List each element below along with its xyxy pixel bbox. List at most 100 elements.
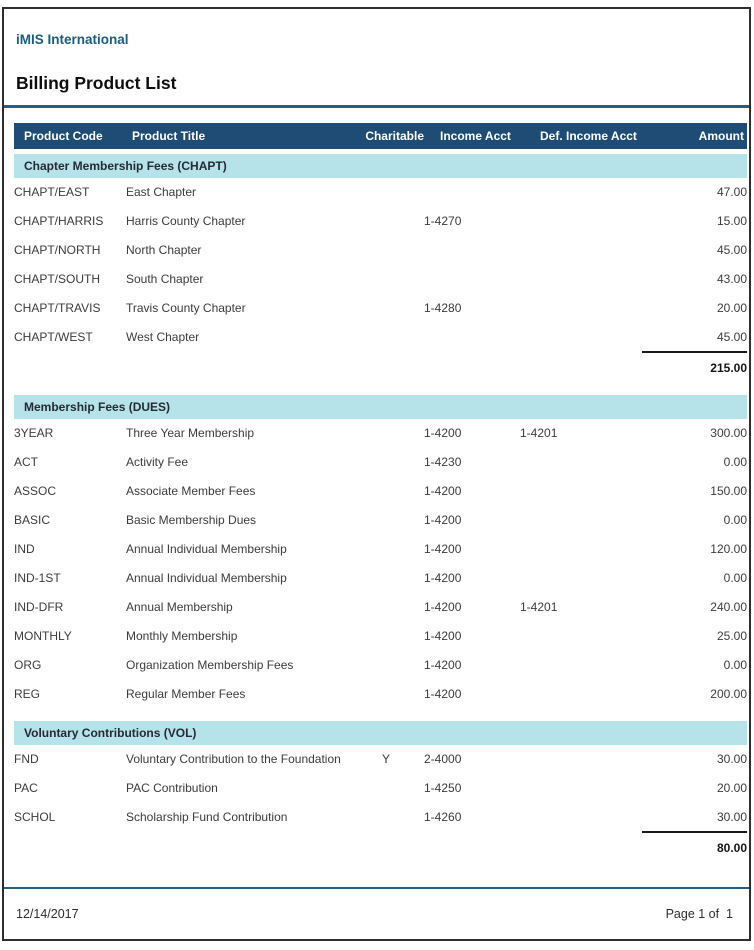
table-header-row: Product Code Product Title Charitable In… bbox=[14, 123, 747, 149]
table-row: 3YEAR Three Year Membership 1-4200 1-4201 30… bbox=[14, 419, 747, 448]
cell-def-income-acct bbox=[520, 294, 642, 323]
cell-income-acct: 1-4200 bbox=[424, 513, 462, 527]
cell-income-acct: 1-4200 bbox=[424, 426, 462, 440]
cell-product-code: ASSOC bbox=[14, 484, 57, 498]
table-row: FND Voluntary Contribution to the Foundat… bbox=[14, 745, 747, 774]
table-row: CHAPT/EAST East Chapter 47.00 bbox=[14, 178, 747, 207]
cell-charitable bbox=[348, 236, 424, 265]
cell-income-acct: 1-4200 bbox=[424, 658, 462, 672]
section-gap bbox=[14, 709, 747, 721]
table-row: CHAPT/NORTH North Chapter 45.00 bbox=[14, 236, 747, 265]
cell-amount: 30.00 bbox=[716, 809, 747, 824]
cell-product-title: Harris County Chapter bbox=[126, 214, 246, 228]
cell-income-acct: 1-4200 bbox=[424, 542, 462, 556]
cell-charitable: Y bbox=[381, 752, 390, 766]
subtotal-row: 80.00 bbox=[14, 831, 747, 863]
cell-def-income-acct bbox=[520, 207, 642, 236]
brand-name: iMIS International bbox=[16, 32, 129, 47]
cell-def-income-acct bbox=[520, 622, 642, 651]
table-body: Chapter Membership Fees (CHAPT) CHAPT/EAS… bbox=[14, 149, 747, 863]
column-header-product-code: Product Code bbox=[14, 123, 126, 149]
cell-income-acct bbox=[424, 265, 520, 294]
cell-income-acct: 1-4270 bbox=[424, 214, 462, 228]
table-row: CHAPT/TRAVIS Travis County Chapter 1-4280 2… bbox=[14, 294, 747, 323]
cell-income-acct bbox=[424, 236, 520, 265]
cell-charitable bbox=[348, 803, 424, 832]
cell-income-acct: 1-4260 bbox=[424, 810, 462, 824]
table-row: IND Annual Individual Membership 1-4200 120… bbox=[14, 535, 747, 564]
cell-amount: 0.00 bbox=[723, 658, 747, 672]
cell-product-code: CHAPT/EAST bbox=[14, 185, 90, 199]
cell-income-acct: 1-4200 bbox=[424, 571, 462, 585]
table-row: IND-DFR Annual Membership 1-4200 1-4201 240.… bbox=[14, 593, 747, 622]
footer-page-number: Page 1 of 1 bbox=[665, 907, 733, 921]
cell-def-income-acct bbox=[520, 265, 642, 294]
cell-product-title: Organization Membership Fees bbox=[126, 658, 294, 672]
cell-amount: 25.00 bbox=[716, 629, 747, 643]
cell-amount: 240.00 bbox=[710, 600, 747, 614]
cell-def-income-acct bbox=[520, 448, 642, 477]
cell-def-income-acct bbox=[520, 774, 642, 803]
cell-product-code: REG bbox=[14, 687, 41, 701]
table-row: IND-1ST Annual Individual Membership 1-420… bbox=[14, 564, 747, 593]
cell-charitable bbox=[348, 535, 424, 564]
cell-product-title: Annual Individual Membership bbox=[126, 571, 287, 585]
section-heading: Membership Fees (DUES) bbox=[14, 395, 747, 419]
column-header-income-acct: Income Acct bbox=[424, 123, 520, 149]
cell-product-title: Three Year Membership bbox=[126, 426, 255, 440]
cell-income-acct: 1-4250 bbox=[424, 781, 462, 795]
table-row: PAC PAC Contribution 1-4250 20.00 bbox=[14, 774, 747, 803]
cell-def-income-acct: 1-4201 bbox=[520, 600, 558, 614]
cell-amount: 30.00 bbox=[716, 752, 747, 766]
cell-amount: 150.00 bbox=[710, 484, 747, 498]
cell-income-acct: 1-4200 bbox=[424, 629, 462, 643]
cell-product-code: CHAPT/HARRIS bbox=[14, 214, 104, 228]
cell-product-title: Associate Member Fees bbox=[126, 484, 256, 498]
cell-amount: 120.00 bbox=[710, 542, 747, 556]
subtotal-spacer bbox=[14, 352, 642, 383]
cell-def-income-acct bbox=[520, 680, 642, 709]
table-row: BASIC Basic Membership Dues 1-4200 0.00 bbox=[14, 506, 747, 535]
table-row: CHAPT/SOUTH South Chapter 43.00 bbox=[14, 265, 747, 294]
cell-amount: 0.00 bbox=[723, 513, 747, 527]
gap-cell bbox=[14, 709, 747, 721]
cell-amount: 45.00 bbox=[716, 243, 747, 257]
column-header-def-income-acct: Def. Income Acct bbox=[520, 123, 642, 149]
cell-product-title: Annual Membership bbox=[126, 600, 233, 614]
cell-product-code: PAC bbox=[14, 781, 38, 795]
cell-amount: 300.00 bbox=[710, 426, 747, 440]
table-row: ASSOC Associate Member Fees 1-4200 150.00 bbox=[14, 477, 747, 506]
cell-charitable bbox=[348, 506, 424, 535]
table-row: CHAPT/HARRIS Harris County Chapter 1-4270 1… bbox=[14, 207, 747, 236]
cell-product-title: Annual Individual Membership bbox=[126, 542, 287, 556]
section-header: Membership Fees (DUES) bbox=[14, 395, 747, 419]
cell-amount: 0.00 bbox=[723, 455, 747, 469]
table-row: MONTHLY Monthly Membership 1-4200 25.00 bbox=[14, 622, 747, 651]
section-header: Voluntary Contributions (VOL) bbox=[14, 721, 747, 745]
cell-charitable bbox=[348, 651, 424, 680]
cell-charitable bbox=[348, 178, 424, 207]
billing-product-table: Product Code Product Title Charitable In… bbox=[14, 123, 747, 863]
table-row: CHAPT/WEST West Chapter 45.00 bbox=[14, 323, 747, 352]
cell-charitable bbox=[348, 564, 424, 593]
cell-def-income-acct bbox=[520, 564, 642, 593]
cell-def-income-acct bbox=[520, 535, 642, 564]
cell-product-code: 3YEAR bbox=[14, 426, 54, 440]
cell-product-title: West Chapter bbox=[126, 330, 200, 344]
cell-charitable bbox=[348, 622, 424, 651]
cell-amount: 43.00 bbox=[716, 272, 747, 286]
cell-def-income-acct bbox=[520, 506, 642, 535]
cell-product-code: ORG bbox=[14, 658, 42, 672]
title-divider bbox=[4, 105, 749, 108]
cell-product-title: Activity Fee bbox=[126, 455, 189, 469]
cell-amount: 47.00 bbox=[716, 185, 747, 199]
cell-amount: 20.00 bbox=[716, 781, 747, 795]
cell-product-code: CHAPT/WEST bbox=[14, 330, 93, 344]
cell-product-title: East Chapter bbox=[126, 185, 197, 199]
cell-amount: 0.00 bbox=[723, 571, 747, 585]
report-page: iMIS International Billing Product List … bbox=[2, 7, 751, 941]
cell-product-title: South Chapter bbox=[126, 272, 204, 286]
cell-product-code: FND bbox=[14, 752, 39, 766]
column-header-amount: Amount bbox=[642, 123, 747, 149]
cell-product-title: North Chapter bbox=[126, 243, 202, 257]
